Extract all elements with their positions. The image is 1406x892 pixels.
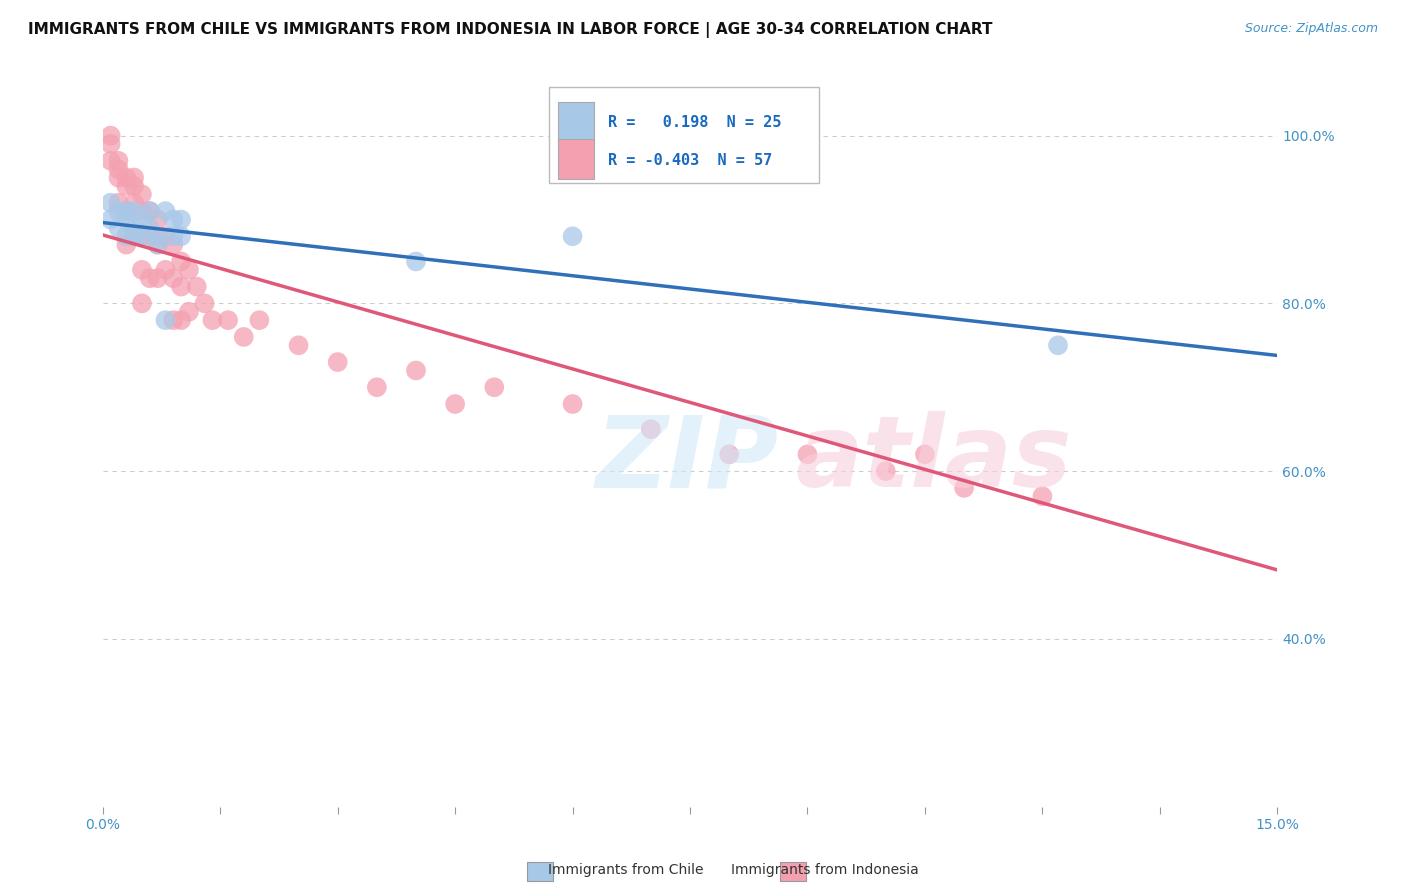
Point [115,237,138,252]
Point [1031,489,1053,503]
Point [122,204,145,219]
Point [155,262,177,277]
Point [115,204,138,219]
Point [122,170,145,185]
Point [170,313,193,327]
Point [875,464,897,478]
Point [162,237,184,252]
Point [122,178,145,193]
Point [287,338,309,352]
Point [217,313,239,327]
Point [155,204,177,219]
FancyBboxPatch shape [558,102,593,143]
Point [122,229,145,244]
Point [107,195,129,210]
Point [139,229,162,244]
Point [131,229,153,244]
Point [146,237,169,252]
Point [561,397,583,411]
Point [561,229,583,244]
Point [122,220,145,235]
Point [107,220,129,235]
Point [115,170,138,185]
Point [718,447,741,461]
Point [139,204,162,219]
Point [146,229,169,244]
FancyBboxPatch shape [550,87,820,183]
Text: ZIP: ZIP [596,411,779,508]
Point [100,136,122,151]
Text: Immigrants from Indonesia: Immigrants from Indonesia [731,863,920,877]
Text: Immigrants from Chile: Immigrants from Chile [547,863,703,877]
Point [444,397,467,411]
Point [186,279,208,293]
Point [170,254,193,268]
Point [146,237,169,252]
Point [139,204,162,219]
Point [162,212,184,227]
Point [177,262,200,277]
Point [107,170,129,185]
Point [146,212,169,227]
Point [100,153,122,168]
Point [107,153,129,168]
Point [953,481,976,495]
Point [155,313,177,327]
Point [131,229,153,244]
Point [170,279,193,293]
Point [640,422,662,436]
Text: IMMIGRANTS FROM CHILE VS IMMIGRANTS FROM INDONESIA IN LABOR FORCE | AGE 30-34 CO: IMMIGRANTS FROM CHILE VS IMMIGRANTS FROM… [28,22,993,38]
Point [796,447,818,461]
Point [232,330,254,344]
Point [131,262,153,277]
Point [131,204,153,219]
Point [162,271,184,285]
Point [170,212,193,227]
Point [131,296,153,310]
Point [100,195,122,210]
Point [107,204,129,219]
Text: atlas: atlas [796,411,1073,508]
Point [194,296,217,310]
Point [162,313,184,327]
Point [107,162,129,177]
Point [131,187,153,202]
Point [247,313,270,327]
Point [405,363,427,377]
Point [366,380,388,394]
Point [100,212,122,227]
Point [115,229,138,244]
Text: Source: ZipAtlas.com: Source: ZipAtlas.com [1244,22,1378,36]
Point [115,178,138,193]
FancyBboxPatch shape [558,138,593,179]
Point [115,212,138,227]
Point [914,447,936,461]
Point [326,355,349,369]
Point [170,229,193,244]
Text: R =   0.198  N = 25: R = 0.198 N = 25 [607,115,782,130]
Point [139,271,162,285]
Point [122,195,145,210]
Point [1047,338,1070,352]
Point [155,229,177,244]
Point [146,271,169,285]
Text: R = -0.403  N = 57: R = -0.403 N = 57 [607,153,772,169]
Point [177,304,200,318]
Point [131,212,153,227]
Point [162,229,184,244]
Point [405,254,427,268]
Point [484,380,506,394]
Point [115,204,138,219]
Point [122,229,145,244]
Point [139,220,162,235]
Point [100,128,122,143]
Point [201,313,224,327]
